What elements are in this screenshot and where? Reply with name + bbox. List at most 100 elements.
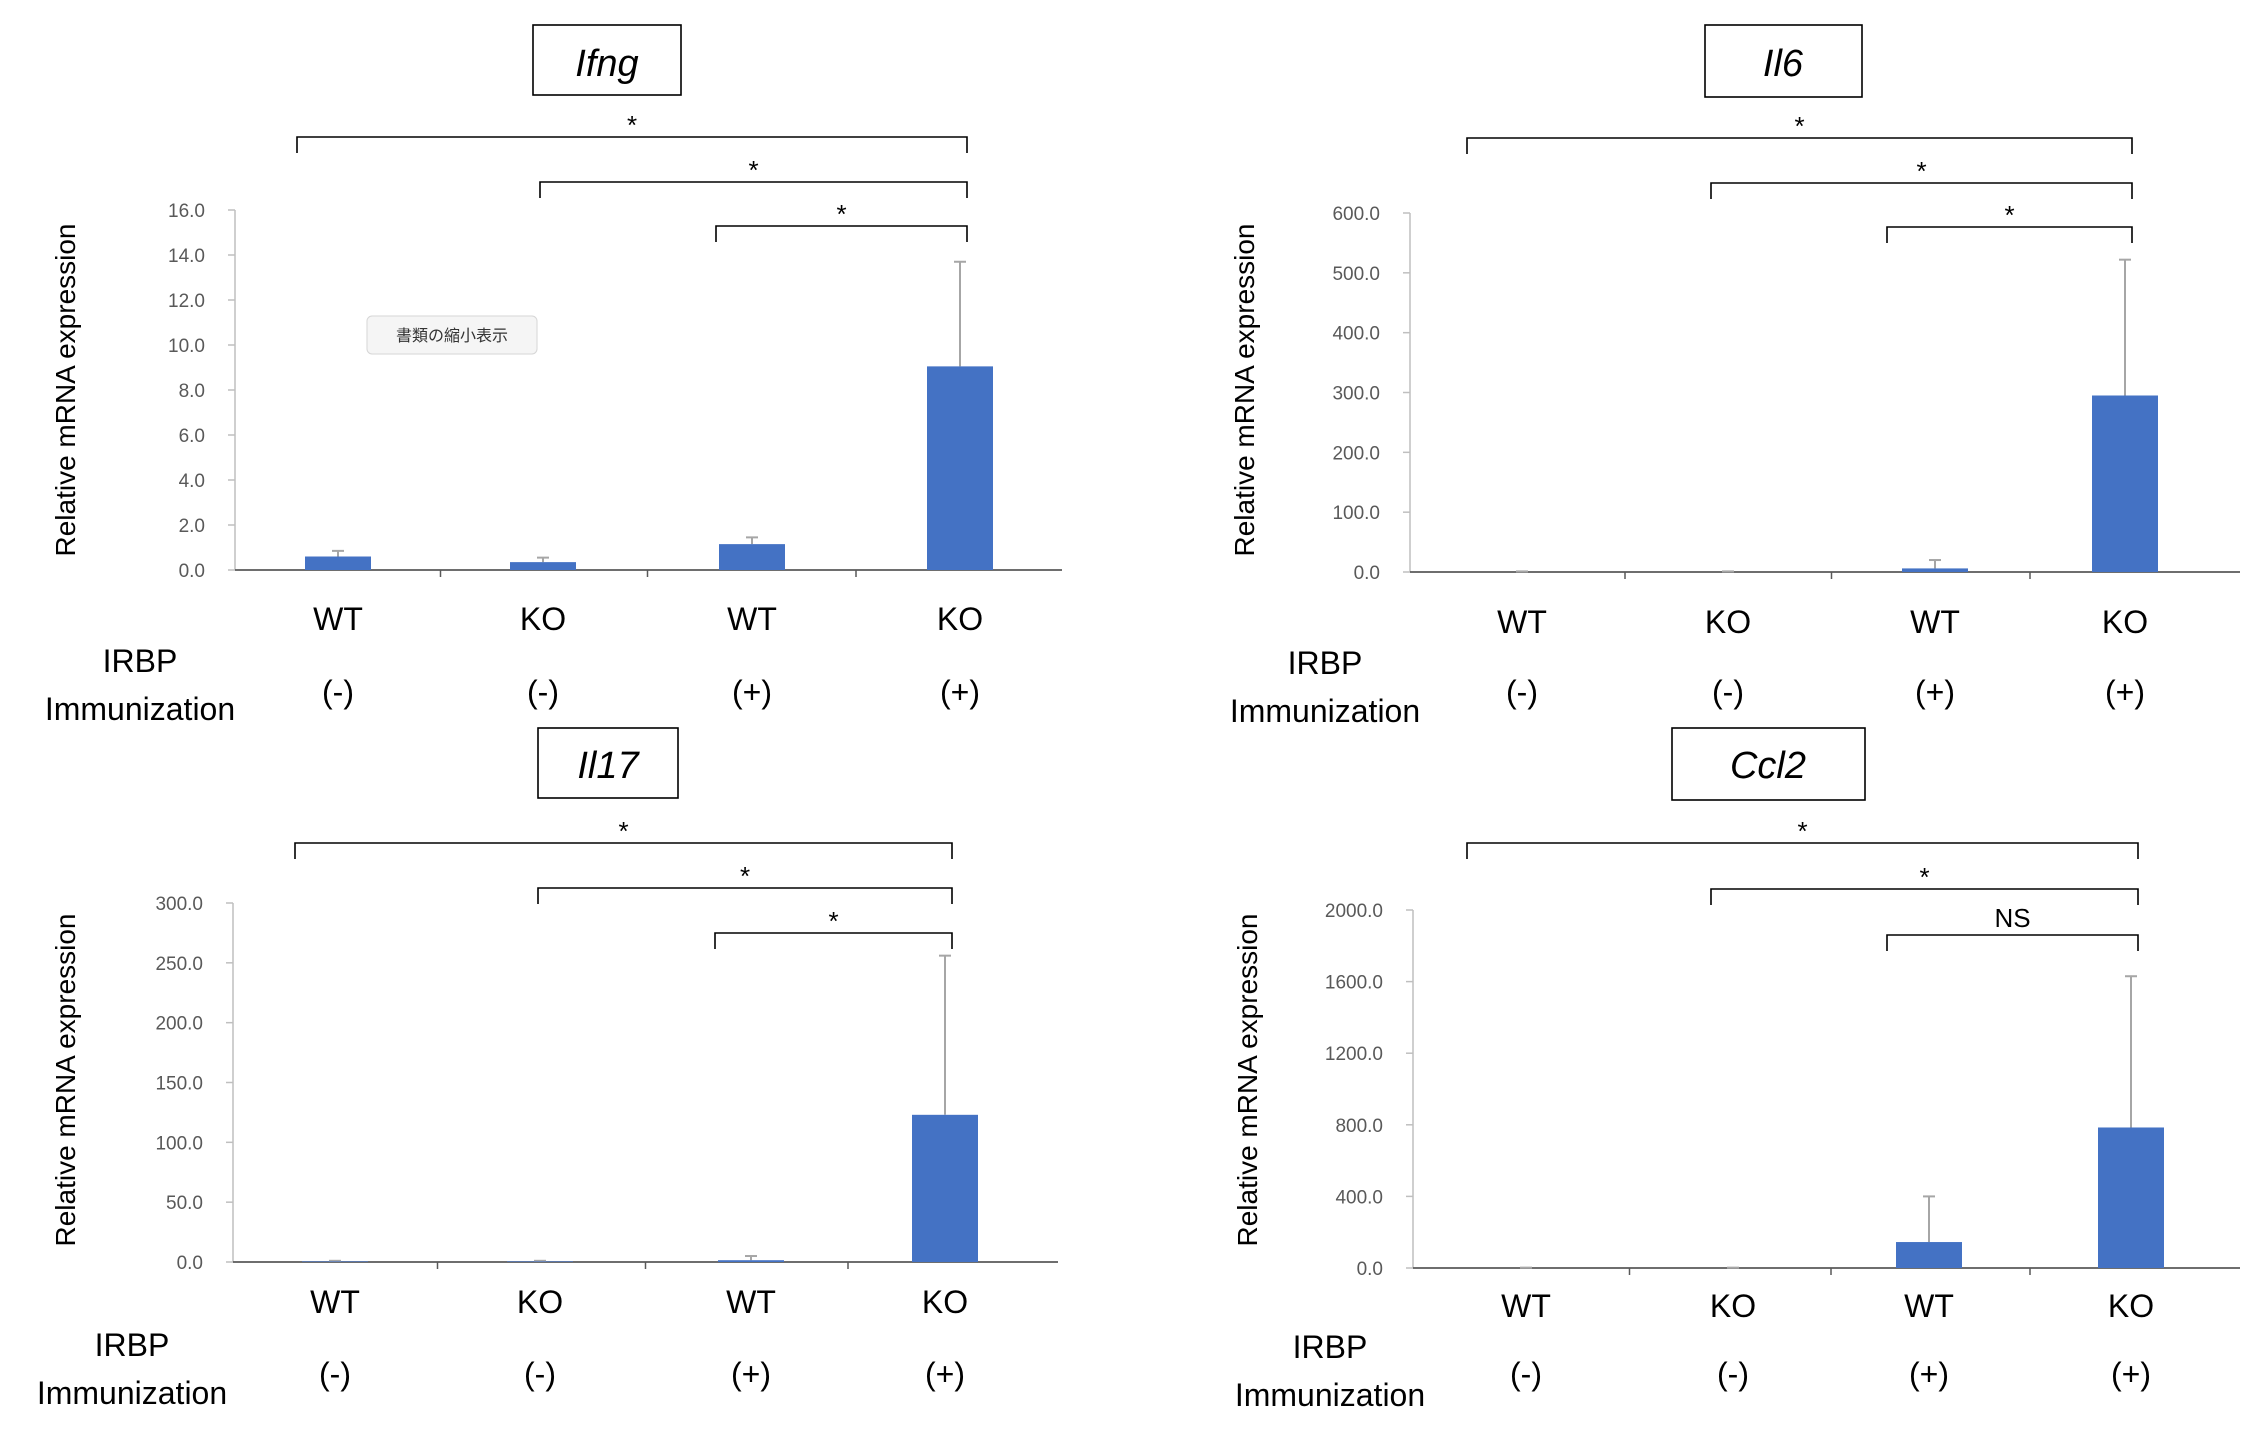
chart-title: Ifng xyxy=(575,43,638,85)
significance-label: * xyxy=(2004,200,2014,230)
y-tick-label: 400.0 xyxy=(1332,324,1380,345)
significance-label: * xyxy=(1794,111,1804,141)
category-label: KO xyxy=(2102,604,2148,640)
bar xyxy=(1902,568,1968,572)
y-tick-label: 12.0 xyxy=(168,291,205,312)
significance-bracket xyxy=(1466,137,2133,154)
category-label: KO xyxy=(2108,1288,2154,1324)
group-label-irbp: IRBP xyxy=(1293,1329,1368,1365)
immunization-label: (-) xyxy=(1506,674,1538,710)
group-label-immunization: Immunization xyxy=(1230,693,1420,729)
significance-bracket xyxy=(1710,182,2133,199)
y-tick-label: 600.0 xyxy=(1332,204,1380,225)
significance-label: * xyxy=(618,816,628,846)
significance-bracket xyxy=(714,932,953,949)
significance-bracket xyxy=(539,181,968,198)
immunization-label: (-) xyxy=(524,1356,556,1392)
y-tick-label: 50.0 xyxy=(166,1193,203,1214)
category-label: WT xyxy=(310,1284,360,1320)
y-tick-label: 400.0 xyxy=(1335,1187,1383,1208)
y-tick-label: 10.0 xyxy=(168,336,205,357)
title-box xyxy=(532,24,682,96)
chart-title: Ccl2 xyxy=(1730,745,1806,787)
significance-label: NS xyxy=(1994,903,2030,933)
y-tick-label: 0.0 xyxy=(177,1253,203,1274)
significance-label: * xyxy=(1919,862,1929,892)
bar xyxy=(2092,395,2158,572)
significance-label: * xyxy=(1797,816,1807,846)
y-tick-label: 100.0 xyxy=(1332,503,1380,524)
group-label-irbp: IRBP xyxy=(1288,645,1363,681)
significance-bracket xyxy=(1886,934,2139,951)
y-tick-label: 6.0 xyxy=(179,426,205,447)
bar xyxy=(507,1261,573,1262)
thumbnail-tooltip: 書類の縮小表示 xyxy=(366,315,538,355)
significance-label: * xyxy=(836,199,846,229)
y-tick-label: 150.0 xyxy=(155,1074,203,1095)
immunization-label: (-) xyxy=(1510,1356,1542,1392)
y-axis-label: Relative mRNA expression xyxy=(1229,223,1260,556)
significance-label: * xyxy=(627,110,637,140)
y-tick-label: 0.0 xyxy=(179,561,205,582)
group-label-immunization: Immunization xyxy=(1235,1377,1425,1413)
significance-label: * xyxy=(828,906,838,936)
bar xyxy=(718,1260,784,1262)
y-tick-label: 100.0 xyxy=(155,1133,203,1154)
y-tick-label: 300.0 xyxy=(1332,384,1380,405)
immunization-label: (+) xyxy=(732,674,772,710)
immunization-label: (-) xyxy=(1717,1356,1749,1392)
y-axis-label: Relative mRNA expression xyxy=(50,223,81,556)
significance-bracket xyxy=(296,136,968,153)
y-axis-label: Relative mRNA expression xyxy=(1232,913,1263,1246)
bar xyxy=(305,556,371,570)
tooltip-label: 書類の縮小表示 xyxy=(396,327,508,345)
immunization-label: (+) xyxy=(1915,674,1955,710)
significance-bracket xyxy=(1886,226,2133,243)
category-label: WT xyxy=(1497,604,1547,640)
bar xyxy=(1896,1242,1962,1268)
y-tick-label: 0.0 xyxy=(1357,1259,1383,1280)
category-label: WT xyxy=(727,601,777,637)
category-label: KO xyxy=(520,601,566,637)
y-tick-label: 8.0 xyxy=(179,381,205,402)
category-label: KO xyxy=(1705,604,1751,640)
y-tick-label: 14.0 xyxy=(168,246,205,267)
bar xyxy=(2098,1127,2164,1268)
group-label-immunization: Immunization xyxy=(37,1375,227,1411)
immunization-label: (+) xyxy=(1909,1356,1949,1392)
significance-label: * xyxy=(740,861,750,891)
y-tick-label: 500.0 xyxy=(1332,264,1380,285)
chart-panel-0: Ifng 0.0 2.0 4.0 6.0 8.0 10.0 12.0 14.0 16.0 Relat… xyxy=(45,24,1062,727)
group-label-irbp: IRBP xyxy=(95,1327,170,1363)
y-tick-label: 4.0 xyxy=(179,471,205,492)
chart-title: Il6 xyxy=(1763,43,1804,85)
y-tick-label: 200.0 xyxy=(155,1014,203,1035)
significance-bracket xyxy=(715,225,968,242)
chart-panel-2: Il17 0.0 50.0 100.0 150.0 200.0 250.0 300.0 Rela… xyxy=(37,727,1058,1411)
y-tick-label: 1200.0 xyxy=(1325,1044,1383,1065)
immunization-label: (-) xyxy=(319,1356,351,1392)
significance-bracket xyxy=(294,842,953,859)
significance-label: * xyxy=(1916,156,1926,186)
y-tick-label: 0.0 xyxy=(1354,563,1380,584)
title-box xyxy=(1704,24,1863,98)
bar xyxy=(927,366,993,570)
bar xyxy=(719,544,785,570)
significance-bracket xyxy=(1710,888,2139,905)
y-tick-label: 2.0 xyxy=(179,516,205,537)
title-box xyxy=(537,727,679,799)
significance-bracket xyxy=(1466,842,2139,859)
immunization-label: (-) xyxy=(1712,674,1744,710)
y-tick-label: 800.0 xyxy=(1335,1116,1383,1137)
category-label: WT xyxy=(1904,1288,1954,1324)
tooltip-box xyxy=(366,315,538,355)
bar xyxy=(510,562,576,570)
chart-title: Il17 xyxy=(577,745,640,787)
category-label: WT xyxy=(1910,604,1960,640)
bar xyxy=(912,1114,978,1262)
immunization-label: (-) xyxy=(322,674,354,710)
immunization-label: (+) xyxy=(940,674,980,710)
chart-panel-1: Il6 0.0 100.0 200.0 300.0 400.0 500.0 600.0 Rela… xyxy=(1229,24,2240,729)
bar xyxy=(302,1261,368,1262)
